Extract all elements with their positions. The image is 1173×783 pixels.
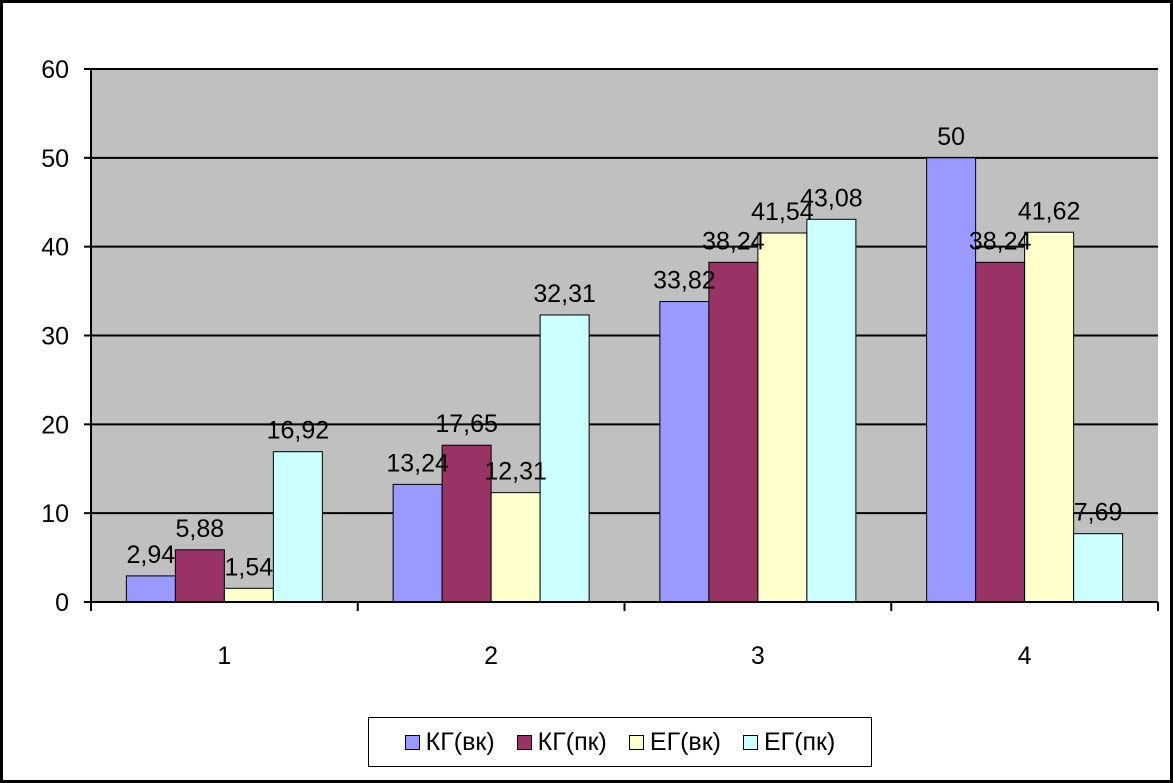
bar xyxy=(708,261,759,603)
data-label: 16,92 xyxy=(267,417,330,445)
legend-swatch xyxy=(742,734,758,750)
bar xyxy=(975,261,1026,603)
legend-label: КГ(пк) xyxy=(537,727,607,756)
bar xyxy=(757,232,808,603)
y-tick-label: 40 xyxy=(41,234,69,262)
legend-swatch xyxy=(404,734,420,750)
data-label: 33,82 xyxy=(653,267,716,295)
tick-labels: 0 10 20 30 40 50 60 1 2 3 4 xyxy=(41,56,1031,670)
bar xyxy=(223,587,274,603)
legend-label: ЕГ(вк) xyxy=(649,727,721,756)
x-tick-label: 3 xyxy=(751,642,765,670)
x-tick-label: 2 xyxy=(484,642,498,670)
y-tick-label: 20 xyxy=(41,411,69,439)
bars xyxy=(125,157,1124,603)
data-label: 12,31 xyxy=(484,458,547,486)
legend-label: КГ(вк) xyxy=(425,727,495,756)
data-label: 1,54 xyxy=(225,553,274,581)
bar xyxy=(490,492,541,603)
axes xyxy=(84,68,1159,611)
bar xyxy=(806,218,857,603)
y-tick-label: 50 xyxy=(41,145,69,173)
bar xyxy=(272,451,323,603)
bar xyxy=(926,157,977,603)
data-label: 7,69 xyxy=(1074,499,1123,527)
data-label: 17,65 xyxy=(435,410,498,438)
data-label: 5,88 xyxy=(176,515,225,543)
data-label: 41,54 xyxy=(751,198,814,226)
bar xyxy=(392,483,443,603)
legend-item: ЕГ(пк) xyxy=(742,727,836,757)
bar xyxy=(1024,231,1075,603)
legend: КГ(вк) КГ(пк) ЕГ(вк) ЕГ(пк) xyxy=(368,717,872,767)
bar xyxy=(539,314,590,603)
legend-swatch xyxy=(516,734,532,750)
x-tick-label: 1 xyxy=(217,642,231,670)
data-label: 43,08 xyxy=(800,184,863,212)
data-label: 38,24 xyxy=(702,227,765,255)
legend-item: КГ(вк) xyxy=(404,727,495,757)
y-tick-label: 30 xyxy=(41,323,69,351)
data-label: 41,62 xyxy=(1018,197,1081,225)
data-label: 50 xyxy=(937,123,965,151)
bar xyxy=(125,575,176,603)
y-tick-label: 0 xyxy=(55,589,69,617)
legend-swatch xyxy=(628,734,644,750)
y-tick-label: 60 xyxy=(41,56,69,84)
legend-label: ЕГ(пк) xyxy=(763,727,836,756)
data-labels: 2,945,881,54 16,92 13,24 17,65 12,31 32,31 33,… xyxy=(127,123,1123,581)
legend-item: ЕГ(вк) xyxy=(628,727,721,757)
legend-item: КГ(пк) xyxy=(516,727,607,757)
x-tick-label: 4 xyxy=(1018,642,1032,670)
y-tick-label: 10 xyxy=(41,500,69,528)
data-label: 38,24 xyxy=(969,227,1032,255)
bar xyxy=(1073,533,1124,603)
data-label: 2,94 xyxy=(127,541,176,569)
data-label: 32,31 xyxy=(533,280,596,308)
data-label: 13,24 xyxy=(386,449,449,477)
bar xyxy=(174,549,225,603)
bar xyxy=(659,301,710,603)
